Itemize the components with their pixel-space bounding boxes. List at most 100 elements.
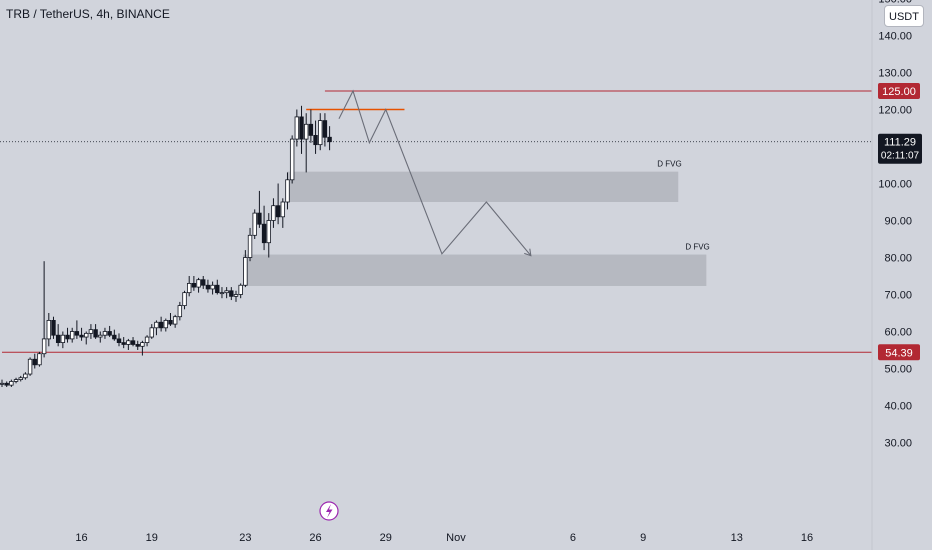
candle	[275, 183, 281, 225]
candle-body	[177, 305, 183, 318]
candle-body	[186, 282, 192, 294]
candle	[13, 377, 19, 384]
candle-body	[299, 116, 304, 140]
candle-body	[280, 201, 285, 218]
candle-body	[102, 331, 108, 336]
candle	[154, 320, 159, 336]
candle-body	[130, 340, 136, 345]
candle	[107, 325, 112, 338]
candle-body	[41, 338, 47, 355]
candle-body	[172, 316, 178, 325]
candle	[177, 301, 183, 321]
candle-body	[261, 223, 267, 244]
candle-body	[144, 336, 150, 343]
candle-body	[27, 358, 33, 375]
candle	[4, 381, 9, 387]
candle-body	[313, 134, 318, 146]
candle	[84, 331, 89, 345]
candle-body	[13, 379, 19, 382]
lightning-icon[interactable]	[319, 501, 339, 521]
y-tick-label: 40.00	[884, 401, 912, 413]
x-tick-label: 26	[309, 532, 321, 544]
candle	[318, 113, 323, 151]
candle-body	[135, 344, 140, 347]
candle-body	[201, 279, 206, 286]
currency-unit-button[interactable]: USDT	[884, 5, 924, 27]
candle-body	[126, 340, 131, 345]
candle	[93, 324, 98, 339]
candle	[23, 372, 28, 380]
candle-body	[107, 331, 112, 336]
y-tick-label: 30.00	[884, 438, 912, 450]
candle	[322, 113, 328, 147]
candle	[144, 335, 150, 347]
candle	[313, 120, 318, 154]
candle	[135, 340, 140, 350]
candle-body	[121, 342, 126, 345]
candle-body	[210, 284, 215, 290]
candle-body	[243, 257, 248, 286]
fvg-zone-rect	[287, 171, 679, 202]
candle	[210, 281, 215, 295]
fvg-zones: D FVG D FVG	[243, 160, 710, 286]
candle	[224, 287, 229, 299]
candle	[182, 290, 187, 310]
projection-polyline	[338, 89, 532, 257]
current-price-label: 111.29	[884, 137, 916, 149]
fvg-zone-label: D FVG	[657, 160, 681, 169]
chart-title: TRB / TetherUS, 4h, BINANCE	[6, 7, 170, 21]
candle-body	[55, 334, 61, 344]
candle-body	[196, 279, 201, 288]
time-axis[interactable]: 16 19 23 26 29 Nov 6 9 13 16	[75, 532, 813, 544]
candle-body	[285, 179, 290, 203]
y-tick-label: 80.00	[884, 253, 912, 265]
candle	[252, 209, 257, 239]
price-axis[interactable]: 30.00 40.00 50.00 60.00 70.00 80.00 90.00 100.0…	[878, 0, 912, 450]
candle	[247, 227, 253, 262]
y-tick-label: 120.00	[878, 105, 912, 117]
candle-body	[140, 342, 145, 347]
y-tick-label: 90.00	[884, 216, 912, 228]
current-price-badge-bg	[878, 133, 922, 164]
candle	[55, 324, 61, 347]
candle	[168, 313, 173, 326]
candle	[74, 320, 80, 339]
candle-body	[266, 220, 271, 244]
price-badges: 125.00 54.39 111.29 02:11:07	[878, 83, 922, 361]
candle	[65, 327, 70, 343]
candle-body	[247, 234, 253, 258]
candle-body	[4, 382, 9, 386]
candle	[121, 337, 126, 349]
candle	[158, 316, 164, 332]
candle-body	[9, 381, 14, 386]
candle	[233, 290, 239, 302]
candle-body	[215, 284, 220, 294]
candle	[196, 277, 201, 293]
candle	[79, 327, 84, 341]
candle-body	[318, 120, 323, 146]
candle-body	[18, 377, 23, 381]
candle	[60, 331, 66, 349]
candle-body	[275, 205, 281, 218]
candle-body	[37, 353, 42, 366]
candle-body	[252, 212, 257, 236]
candle-body	[154, 321, 159, 329]
price-badge-bg	[878, 344, 920, 361]
fvg-zone-rect	[243, 254, 707, 286]
countdown-label: 02:11:07	[881, 151, 920, 162]
x-tick-label: 9	[640, 532, 646, 544]
candle	[102, 327, 108, 339]
candle-body	[112, 334, 117, 340]
candle-body	[163, 319, 168, 329]
y-tick-label: 100.00	[878, 179, 912, 191]
x-tick-label: 19	[146, 532, 158, 544]
candle	[266, 213, 271, 258]
candle-body	[79, 334, 84, 338]
candle	[303, 113, 309, 173]
candle	[112, 329, 117, 341]
candle	[9, 379, 14, 387]
y-tick-label: 150.00	[878, 0, 912, 6]
candle-body	[84, 332, 89, 338]
candle-body	[46, 319, 51, 340]
